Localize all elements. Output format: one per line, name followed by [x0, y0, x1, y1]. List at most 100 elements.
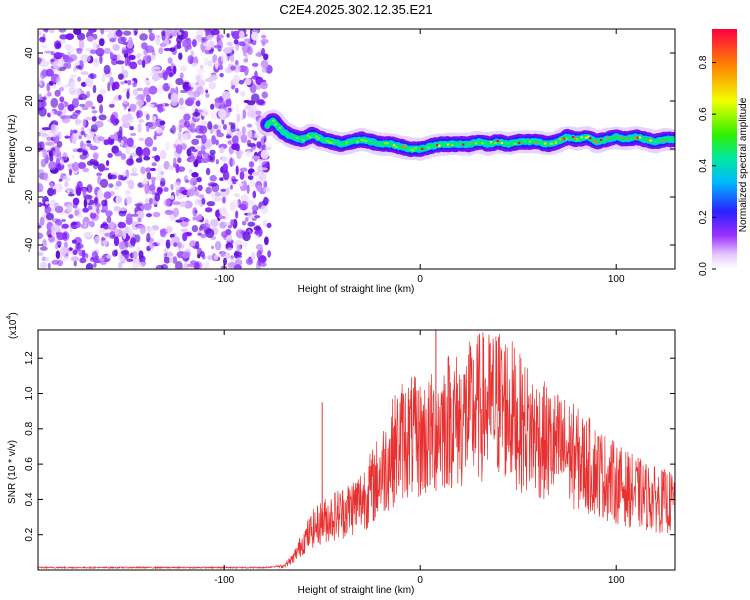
ridge-speckle	[500, 142, 504, 144]
noise-blob	[106, 254, 113, 259]
noise-blob	[146, 232, 151, 242]
noise-blob	[198, 194, 205, 199]
noise-blob	[242, 242, 248, 248]
ridge-speckle	[647, 138, 650, 141]
noise-blob	[182, 39, 190, 48]
noise-blob	[136, 225, 145, 229]
noise-blob	[50, 97, 59, 108]
noise-blob	[165, 239, 171, 249]
noise-blob	[77, 32, 86, 41]
noise-blob	[80, 54, 89, 63]
y-tick-label: 0.4	[24, 492, 35, 506]
noise-blob	[128, 54, 136, 61]
noise-blob	[44, 257, 49, 262]
noise-blob	[262, 178, 269, 182]
ridge-speckle	[550, 142, 553, 145]
noise-blob	[201, 197, 206, 205]
noise-blob	[155, 37, 160, 46]
noise-blob	[197, 253, 201, 259]
noise-blob	[55, 219, 63, 226]
noise-blob	[240, 194, 249, 203]
noise-blob	[219, 146, 225, 154]
noise-blob	[183, 113, 191, 121]
noise-blob	[58, 52, 65, 57]
ridge-speckle	[554, 141, 557, 144]
y-tick-label: 0.2	[24, 527, 35, 541]
noise-blob	[194, 190, 200, 197]
noise-blob	[159, 42, 167, 48]
noise-blob	[226, 41, 233, 47]
noise-blob	[73, 29, 82, 35]
noise-blob	[148, 197, 153, 205]
ridge-speckle	[569, 137, 573, 140]
noise-blob	[209, 156, 214, 161]
noise-blob	[196, 85, 204, 95]
ridge-speckle	[653, 140, 657, 143]
noise-blob	[86, 184, 93, 193]
noise-blob	[115, 180, 122, 187]
noise-blob	[187, 55, 194, 65]
noise-blob	[99, 88, 107, 95]
noise-blob	[177, 132, 182, 141]
noise-blob	[172, 256, 178, 264]
noise-blob	[50, 147, 56, 151]
noise-blob	[149, 167, 156, 172]
colorbar-tick-label: 0.0	[698, 262, 709, 276]
noise-blob	[165, 141, 170, 152]
noise-blob	[175, 163, 180, 174]
noise-blob	[247, 210, 253, 219]
noise-blob	[94, 235, 100, 245]
ridge-speckle	[328, 141, 331, 144]
ridge-speckle	[317, 137, 320, 140]
noise-blob	[179, 220, 189, 228]
ridge-speckle	[468, 143, 471, 146]
ridge-speckle	[571, 136, 575, 138]
noise-blob	[201, 254, 206, 260]
noise-blob	[227, 262, 237, 269]
noise-blob	[205, 89, 209, 94]
noise-blob	[143, 155, 151, 161]
noise-blob	[172, 207, 180, 218]
noise-blob	[251, 155, 261, 159]
noise-blob	[138, 150, 143, 160]
noise-blob	[214, 192, 221, 197]
snr-frame	[37, 329, 676, 571]
noise-blob	[175, 144, 183, 154]
noise-blob	[99, 104, 104, 114]
snr-scale-label: (x104)	[6, 312, 19, 339]
noise-blob	[101, 237, 106, 241]
noise-blob	[189, 177, 198, 186]
noise-blob	[128, 36, 133, 44]
noise-blob	[148, 184, 156, 192]
noise-blob	[108, 183, 114, 189]
noise-blob	[68, 214, 74, 219]
noise-blob	[87, 205, 93, 211]
noise-blob	[125, 189, 131, 196]
ridge-speckle	[444, 142, 448, 144]
ridge-speckle	[295, 137, 299, 139]
noise-blob	[246, 184, 250, 194]
noise-blob	[248, 180, 256, 187]
noise-blob	[41, 127, 51, 131]
noise-blob	[38, 232, 44, 240]
noise-blob	[207, 182, 217, 187]
noise-blob	[182, 81, 189, 90]
noise-blob	[246, 129, 253, 139]
noise-blob	[191, 172, 199, 178]
noise-blob	[264, 146, 272, 151]
noise-blob	[249, 83, 257, 94]
noise-blob	[197, 232, 202, 236]
noise-blob	[221, 156, 228, 162]
noise-blob	[93, 262, 97, 268]
noise-blob	[89, 49, 97, 54]
noise-blob	[255, 243, 263, 251]
noise-blob	[254, 230, 261, 236]
spectrogram-ylabel: Frequency (Hz)	[7, 115, 18, 184]
noise-blob	[222, 163, 228, 171]
noise-blob	[179, 201, 187, 208]
noise-blob	[71, 155, 75, 159]
noise-blob	[44, 29, 49, 33]
x-tick-label: -100	[214, 575, 234, 586]
noise-blob	[93, 58, 99, 68]
ridge-speckle	[470, 141, 473, 144]
